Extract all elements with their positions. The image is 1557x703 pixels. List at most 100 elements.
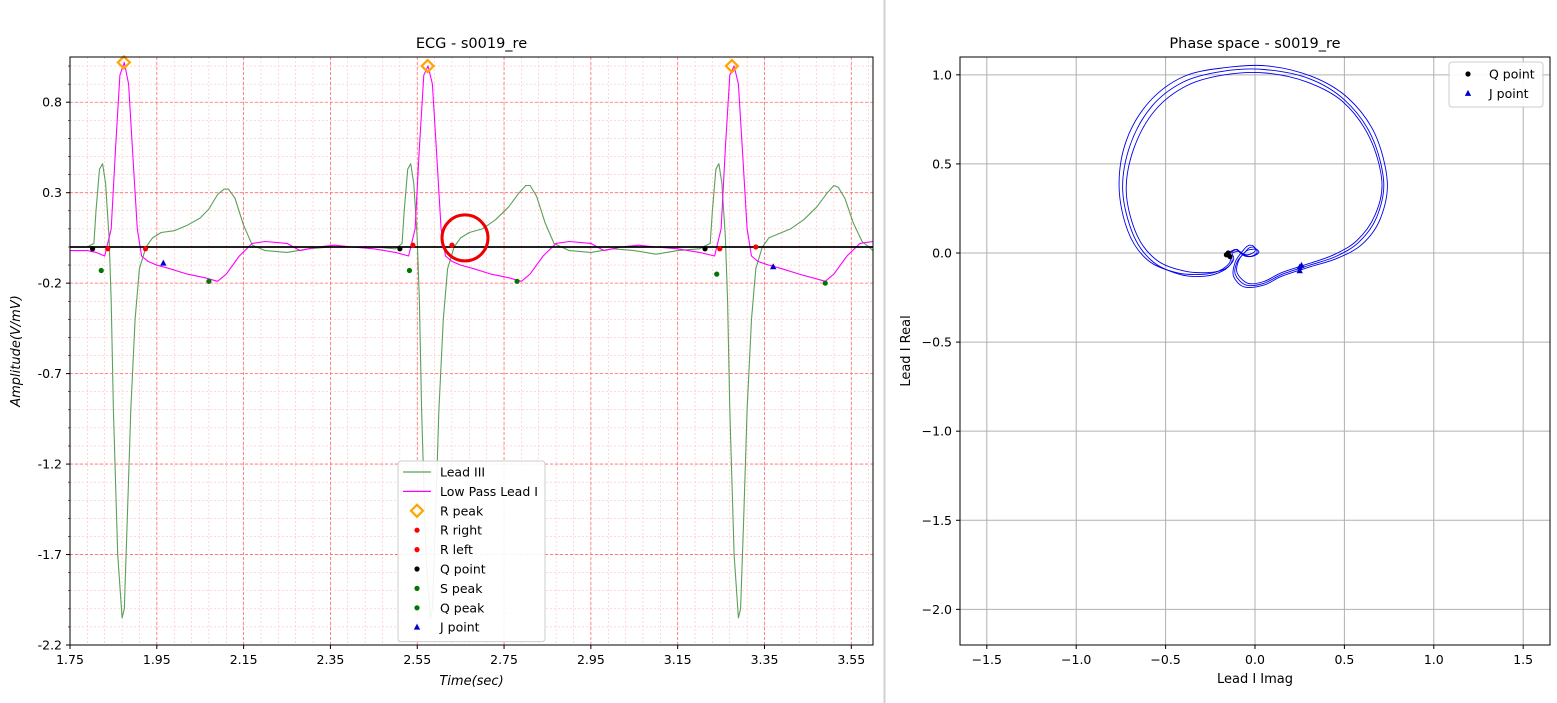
ecg-x-tick-label: 2.15 [230, 652, 258, 667]
ps-x-tick-label: −0.5 [1150, 652, 1180, 667]
ps-y-axis-label: Lead I Real [899, 315, 914, 386]
ecg-x-tick-label: 3.35 [751, 652, 779, 667]
ecg-marker-q-peak [406, 267, 413, 274]
ecg-marker-r-left [449, 242, 455, 248]
phase-space-panel: −1.5 −1.0 −0.5 0.0 0.5 1.0 1.5 −2.0 −1.5 −1.0 −0.5… [899, 36, 1551, 687]
ps-legend-label-q-point: Q point [1489, 67, 1535, 82]
ecg-legend: Lead III Low Pass Lead I R peak R right R le… [397, 460, 546, 643]
ps-x-tick-label: −1.0 [1061, 652, 1091, 667]
ps-title: Phase space - s0019_re [1169, 36, 1340, 52]
ps-x-axis-label: Lead I Imag [1217, 672, 1293, 687]
ecg-legend-swatch [414, 547, 420, 553]
ecg-annotation-circle [440, 213, 490, 263]
ecg-y-tick-label: -1.7 [38, 547, 62, 562]
ps-ticks: −1.5 −1.0 −0.5 0.0 0.5 1.0 1.5 −2.0 −1.5 −1.0 −0.5… [922, 67, 1533, 667]
ecg-marker-q-point [397, 246, 403, 252]
ecg-y-axis-label: Amplitude(V/mV) [9, 295, 24, 408]
ecg-legend-label-r-left: R left [440, 542, 473, 557]
ecg-y-tick-label: -2.2 [38, 638, 62, 653]
ps-trajectory-1 [1122, 68, 1385, 287]
ps-legend: Q point J point [1448, 61, 1544, 108]
ecg-marker-r-left [142, 246, 149, 252]
ps-y-tick-label: 0.5 [932, 156, 952, 171]
ecg-y-tick-label: -1.2 [38, 457, 62, 472]
ps-x-tick-label: 0.5 [1334, 652, 1354, 667]
ecg-x-axis-label: Time(sec) [439, 674, 503, 689]
ps-legend-swatch [1465, 71, 1471, 77]
ecg-y-tick-label: -0.2 [38, 276, 62, 291]
ps-markers-layer [1223, 250, 1305, 274]
ecg-marker-s-peak [514, 278, 520, 284]
ecg-marker-s-peak [206, 278, 212, 284]
ecg-plot-frame [69, 56, 874, 646]
ecg-legend-swatch [409, 503, 425, 519]
ecg-marker-r-left [753, 244, 759, 250]
ecg-x-tick-label: 1.95 [143, 652, 171, 667]
ps-x-tick-label: 1.5 [1513, 652, 1533, 667]
ecg-panel: 1.75 1.95 2.15 2.35 2.55 2.75 2.95 3.15 3.35 3.55… [9, 36, 874, 689]
ecg-marker-r-right [410, 242, 416, 248]
ps-x-tick-label: −1.5 [972, 652, 1002, 667]
ecg-legend-swatch [414, 566, 420, 572]
ecg-marker-r-right [105, 246, 111, 252]
ps-y-tick-label: −1.5 [922, 513, 952, 528]
ps-x-tick-label: 0.0 [1245, 652, 1265, 667]
ps-legend-box [1448, 61, 1544, 108]
ecg-x-tick-label: 2.95 [577, 652, 605, 667]
ecg-marker-r-peak [724, 58, 740, 74]
ecg-markers-layer [89, 54, 828, 286]
ecg-legend-swatch [413, 623, 421, 630]
ps-y-tick-label: −2.0 [922, 602, 952, 617]
ps-y-tick-label: 0.0 [932, 246, 952, 261]
ecg-marker-j-point [769, 263, 777, 270]
ecg-y-tick-label: 0.3 [42, 185, 62, 200]
ecg-legend-label-r-right: R right [440, 523, 482, 538]
ecg-marker-r-peak [420, 58, 436, 74]
ps-series-layer [1118, 64, 1388, 288]
ps-x-tick-label: 1.0 [1424, 652, 1444, 667]
ps-marker-j-point [1298, 261, 1305, 268]
ecg-legend-label-r-peak: R peak [440, 503, 484, 518]
ecg-x-tick-label: 1.75 [56, 652, 84, 667]
ecg-x-tick-label: 2.75 [490, 652, 518, 667]
ecg-legend-label-low-pass-lead-i: Low Pass Lead I [440, 484, 538, 499]
ps-marker-j-point [1296, 267, 1303, 274]
ecg-title: ECG - s0019_re [416, 36, 527, 52]
ps-trajectory-2 [1118, 64, 1388, 288]
ecg-legend-swatch [414, 585, 420, 592]
ps-legend-swatch [1464, 89, 1472, 96]
ecg-legend-label-s-peak: S peak [440, 581, 483, 596]
ps-legend-label-j-point: J point [1488, 86, 1529, 101]
ecg-annotation-layer [440, 213, 490, 263]
ecg-marker-s-peak [822, 280, 828, 286]
ecg-marker-q-point [89, 246, 96, 252]
ecg-legend-label-q-point: Q point [440, 562, 486, 577]
ecg-ticks: 1.75 1.95 2.15 2.35 2.55 2.75 2.95 3.15 3.35 3.55… [38, 65, 865, 667]
ecg-y-tick-label: 0.8 [42, 95, 62, 110]
ecg-legend-label-j-point: J point [439, 620, 480, 635]
ecg-y-tick-label: -0.7 [38, 366, 62, 381]
ecg-marker-q-point [702, 246, 708, 252]
ps-trajectory-3 [1125, 72, 1383, 285]
ecg-x-tick-label: 2.55 [403, 652, 431, 667]
ecg-legend-swatch [414, 527, 420, 533]
ecg-legend-box [397, 460, 546, 643]
ecg-x-tick-label: 2.35 [317, 652, 345, 667]
ecg-legend-swatch [414, 605, 420, 611]
ecg-x-tick-label: 3.55 [837, 652, 865, 667]
ps-y-tick-label: −1.0 [922, 424, 952, 439]
ecg-x-tick-label: 3.15 [664, 652, 692, 667]
ecg-marker-q-peak [98, 267, 104, 274]
ps-y-tick-label: −0.5 [922, 335, 952, 350]
ecg-marker-r-right [717, 246, 723, 252]
ecg-marker-j-point [160, 259, 167, 266]
ecg-marker-r-peak [116, 54, 132, 70]
ecg-series-lead-iii [70, 163, 874, 619]
ecg-legend-label-q-peak: Q peak [440, 600, 485, 615]
ps-y-tick-label: 1.0 [932, 67, 952, 82]
ps-marker-q-point [1225, 250, 1231, 256]
ecg-legend-label-lead-iii: Lead III [440, 465, 485, 480]
ecg-marker-q-peak [714, 271, 720, 277]
